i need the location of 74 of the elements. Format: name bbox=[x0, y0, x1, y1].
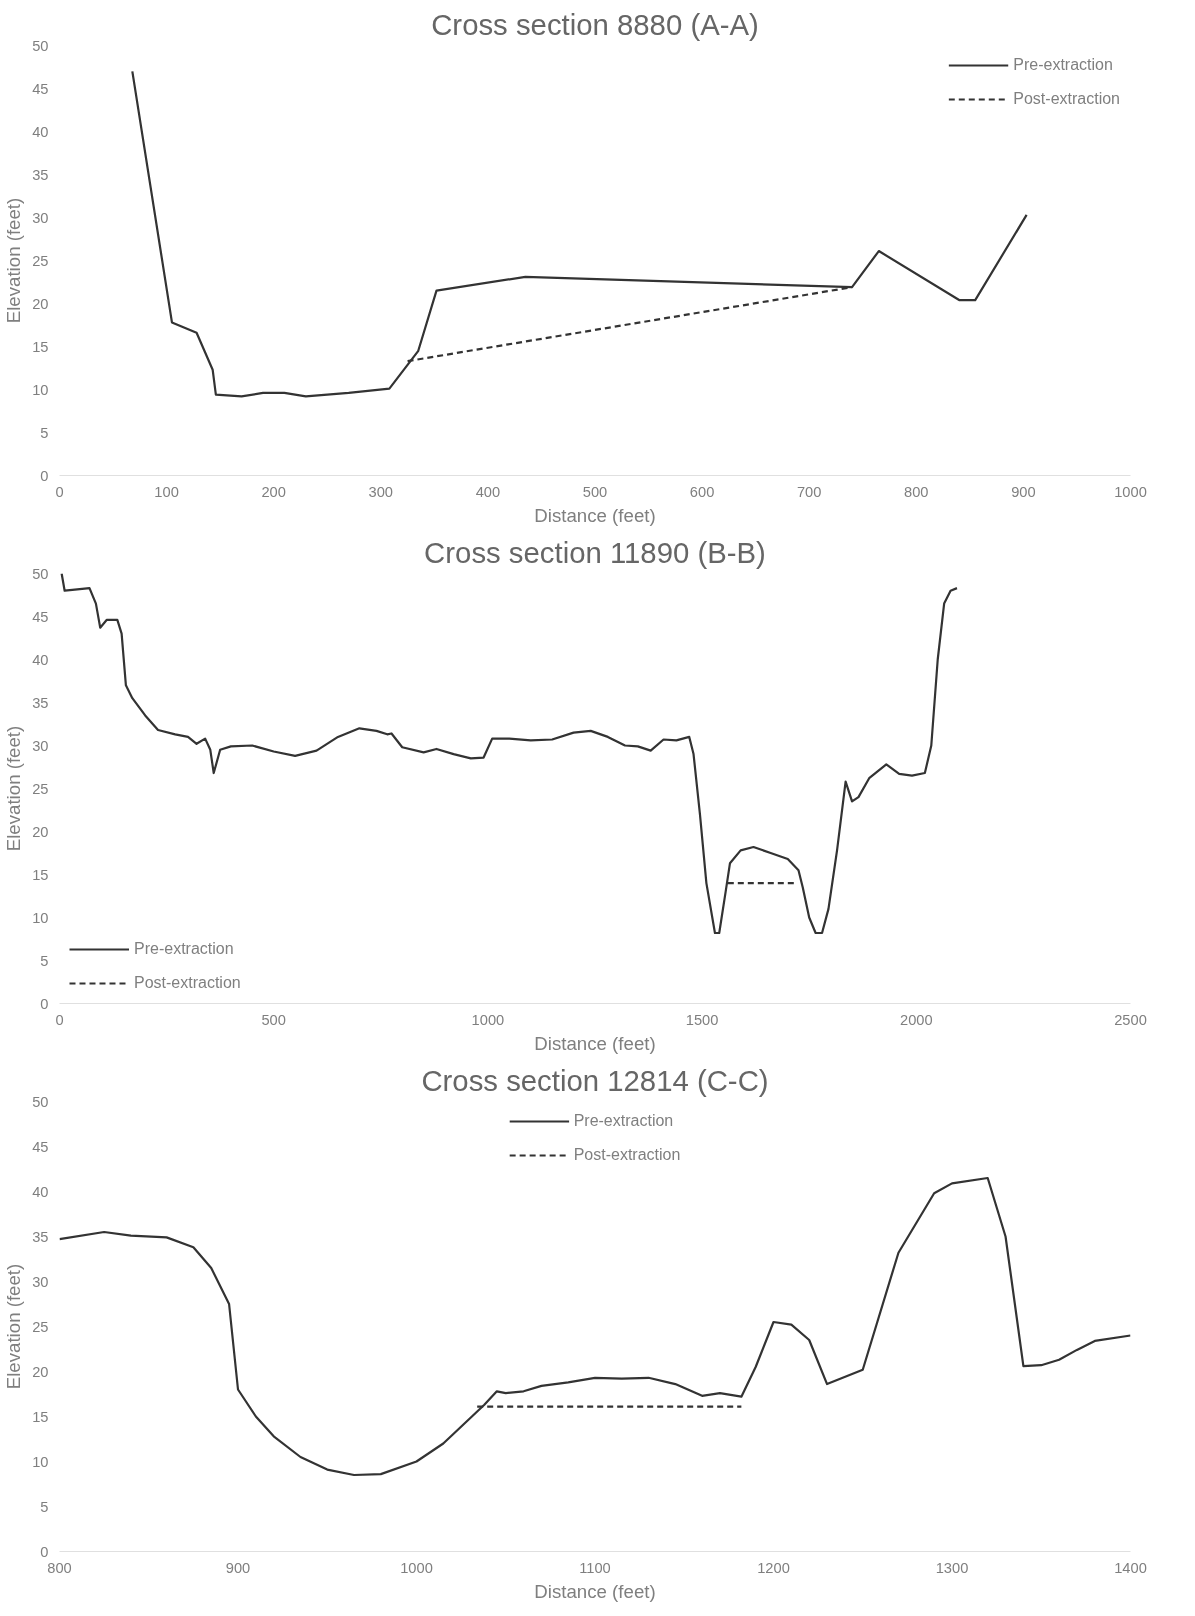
y-tick-label: 20 bbox=[32, 823, 49, 840]
y-tick-label: 50 bbox=[32, 565, 49, 582]
x-tick-label: 1000 bbox=[400, 1559, 433, 1576]
line-series bbox=[59, 1176, 1131, 1477]
x-axis-title: Distance (feet) bbox=[534, 1580, 656, 1602]
y-tick-label: 10 bbox=[32, 381, 49, 398]
y-tick-label: 10 bbox=[32, 1453, 49, 1470]
y-tick-label: 15 bbox=[32, 866, 49, 883]
y-tick-label: 20 bbox=[32, 295, 49, 312]
x-tick-label: 1200 bbox=[757, 1559, 790, 1576]
y-tick-label: 40 bbox=[32, 1183, 49, 1200]
x-tick-label: 900 bbox=[225, 1559, 251, 1576]
y-tick-label: 45 bbox=[32, 80, 49, 97]
x-tick-label: 1000 bbox=[1114, 483, 1147, 500]
x-tick-label: 1000 bbox=[471, 1011, 505, 1028]
x-tick-label: 600 bbox=[689, 483, 715, 500]
y-tick-label: 40 bbox=[32, 123, 49, 140]
y-tick-label: 30 bbox=[32, 209, 49, 226]
y-tick-label: 15 bbox=[32, 338, 49, 355]
y-tick-label: 15 bbox=[32, 1408, 49, 1425]
y-tick-label: 25 bbox=[32, 780, 49, 797]
x-tick-label: 2000 bbox=[900, 1011, 933, 1028]
y-tick-label: 25 bbox=[32, 1318, 49, 1335]
y-tick-label: 25 bbox=[32, 252, 49, 269]
y-tick-label: 10 bbox=[32, 909, 49, 926]
y-tick-label: 35 bbox=[32, 1228, 49, 1245]
x-tick-label: 900 bbox=[1011, 483, 1036, 500]
x-tick-label: 700 bbox=[796, 483, 822, 500]
x-tick-label: 500 bbox=[261, 1011, 286, 1028]
x-tick-label: 500 bbox=[582, 483, 608, 500]
x-tick-label: 300 bbox=[368, 483, 394, 500]
legend-label: Pre-extraction bbox=[573, 1112, 674, 1130]
y-tick-label: 45 bbox=[32, 608, 49, 625]
chart-title: Cross section 12814 (C-C) bbox=[421, 1063, 769, 1097]
y-tick-label: 0 bbox=[40, 995, 49, 1012]
y-tick-label: 5 bbox=[40, 952, 49, 969]
x-tick-label: 1400 bbox=[1114, 1559, 1147, 1576]
x-tick-label: 1100 bbox=[579, 1559, 611, 1576]
x-tick-label: 400 bbox=[475, 483, 501, 500]
x-tick-label: 800 bbox=[904, 483, 929, 500]
y-tick-label: 40 bbox=[32, 651, 49, 668]
legend-label: Post-extraction bbox=[573, 1146, 681, 1164]
y-tick-label: 50 bbox=[32, 37, 49, 54]
chart-title: Cross section 8880 (A-A) bbox=[431, 7, 759, 41]
y-tick-label: 30 bbox=[32, 1273, 49, 1290]
y-tick-label: 0 bbox=[40, 467, 49, 484]
x-tick-label: 200 bbox=[261, 483, 286, 500]
legend-label: Post-extraction bbox=[1013, 90, 1120, 108]
y-tick-label: 35 bbox=[32, 166, 49, 183]
y-tick-label: 20 bbox=[32, 1363, 49, 1380]
y-tick-label: 50 bbox=[32, 1093, 49, 1110]
y-tick-label: 0 bbox=[40, 1543, 49, 1560]
y-tick-label: 30 bbox=[32, 737, 49, 754]
x-tick-label: 100 bbox=[154, 483, 179, 500]
x-tick-label: 800 bbox=[47, 1559, 72, 1576]
x-axis-title: Distance (feet) bbox=[534, 1032, 656, 1054]
y-axis-title: Elevation (feet) bbox=[3, 725, 25, 852]
x-tick-label: 1500 bbox=[685, 1011, 719, 1028]
y-axis-title: Elevation (feet) bbox=[3, 1263, 25, 1390]
legend-label: Post-extraction bbox=[134, 974, 241, 992]
x-tick-label: 0 bbox=[55, 483, 64, 500]
y-tick-label: 45 bbox=[32, 1138, 49, 1155]
legend-label: Pre-extraction bbox=[1013, 56, 1113, 74]
x-axis-title: Distance (feet) bbox=[534, 504, 656, 526]
x-tick-label: 2500 bbox=[1114, 1011, 1147, 1028]
y-tick-label: 5 bbox=[40, 1498, 49, 1515]
x-tick-label: 1300 bbox=[935, 1559, 969, 1576]
x-tick-label: 0 bbox=[55, 1011, 64, 1028]
y-tick-label: 5 bbox=[40, 424, 49, 441]
line-series bbox=[60, 573, 959, 935]
chart-title: Cross section 11890 (B-B) bbox=[424, 535, 766, 569]
legend-label: Pre-extraction bbox=[134, 940, 234, 958]
y-tick-label: 35 bbox=[32, 694, 49, 711]
y-axis-title: Elevation (feet) bbox=[3, 197, 25, 324]
